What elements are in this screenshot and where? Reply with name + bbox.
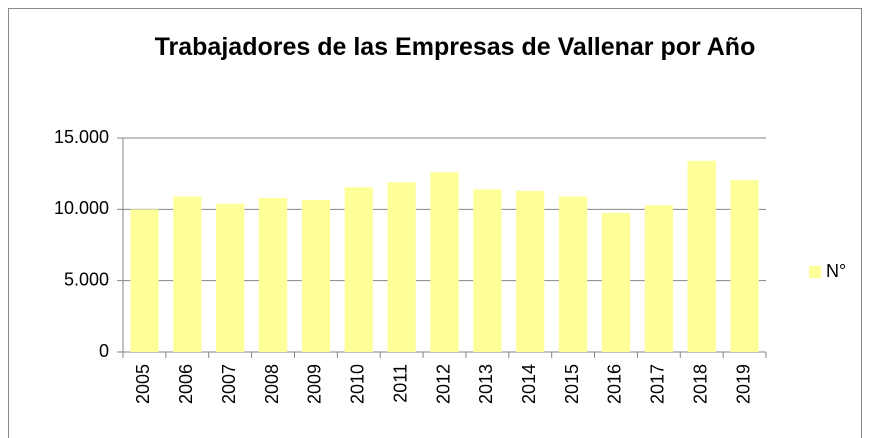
bar [387,182,416,352]
bar [730,180,759,352]
x-tick-label: 2019 [733,364,753,404]
x-tick-label: 2007 [219,364,239,404]
bar [687,160,716,352]
x-tick-label: 2012 [433,364,453,404]
y-tick-label: 5.000 [64,269,109,289]
x-tick-label: 2009 [305,364,325,404]
bar [516,190,545,352]
legend-swatch [809,266,821,278]
bar [301,200,331,352]
x-tick-label: 2014 [519,364,539,404]
bar [558,196,588,352]
x-tick-label: 2013 [476,364,496,404]
chart-frame [8,8,862,438]
x-tick-label: 2018 [690,364,710,404]
bar [216,203,245,352]
legend-label: N° [826,261,846,281]
bar [258,197,288,352]
y-tick-label: 10.000 [54,198,109,218]
x-tick-label: 2006 [176,364,196,404]
x-tick-label: 2015 [562,364,582,404]
bar [644,205,673,352]
x-tick-label: 2011 [390,364,410,403]
bar [344,187,373,352]
y-tick-label: 15.000 [54,127,109,147]
chart-title: Trabajadores de las Empresas de Vallenar… [154,33,756,61]
x-tick-label: 2017 [648,364,668,404]
bar [601,212,631,352]
x-tick-label: 2010 [348,364,368,404]
x-tick-label: 2005 [133,364,153,404]
x-tick-label: 2016 [605,364,625,404]
bar [130,209,159,352]
bar [173,196,202,352]
bar [430,172,459,352]
bar [473,189,502,352]
y-tick-label: 0 [99,341,109,361]
x-tick-label: 2008 [262,364,282,404]
